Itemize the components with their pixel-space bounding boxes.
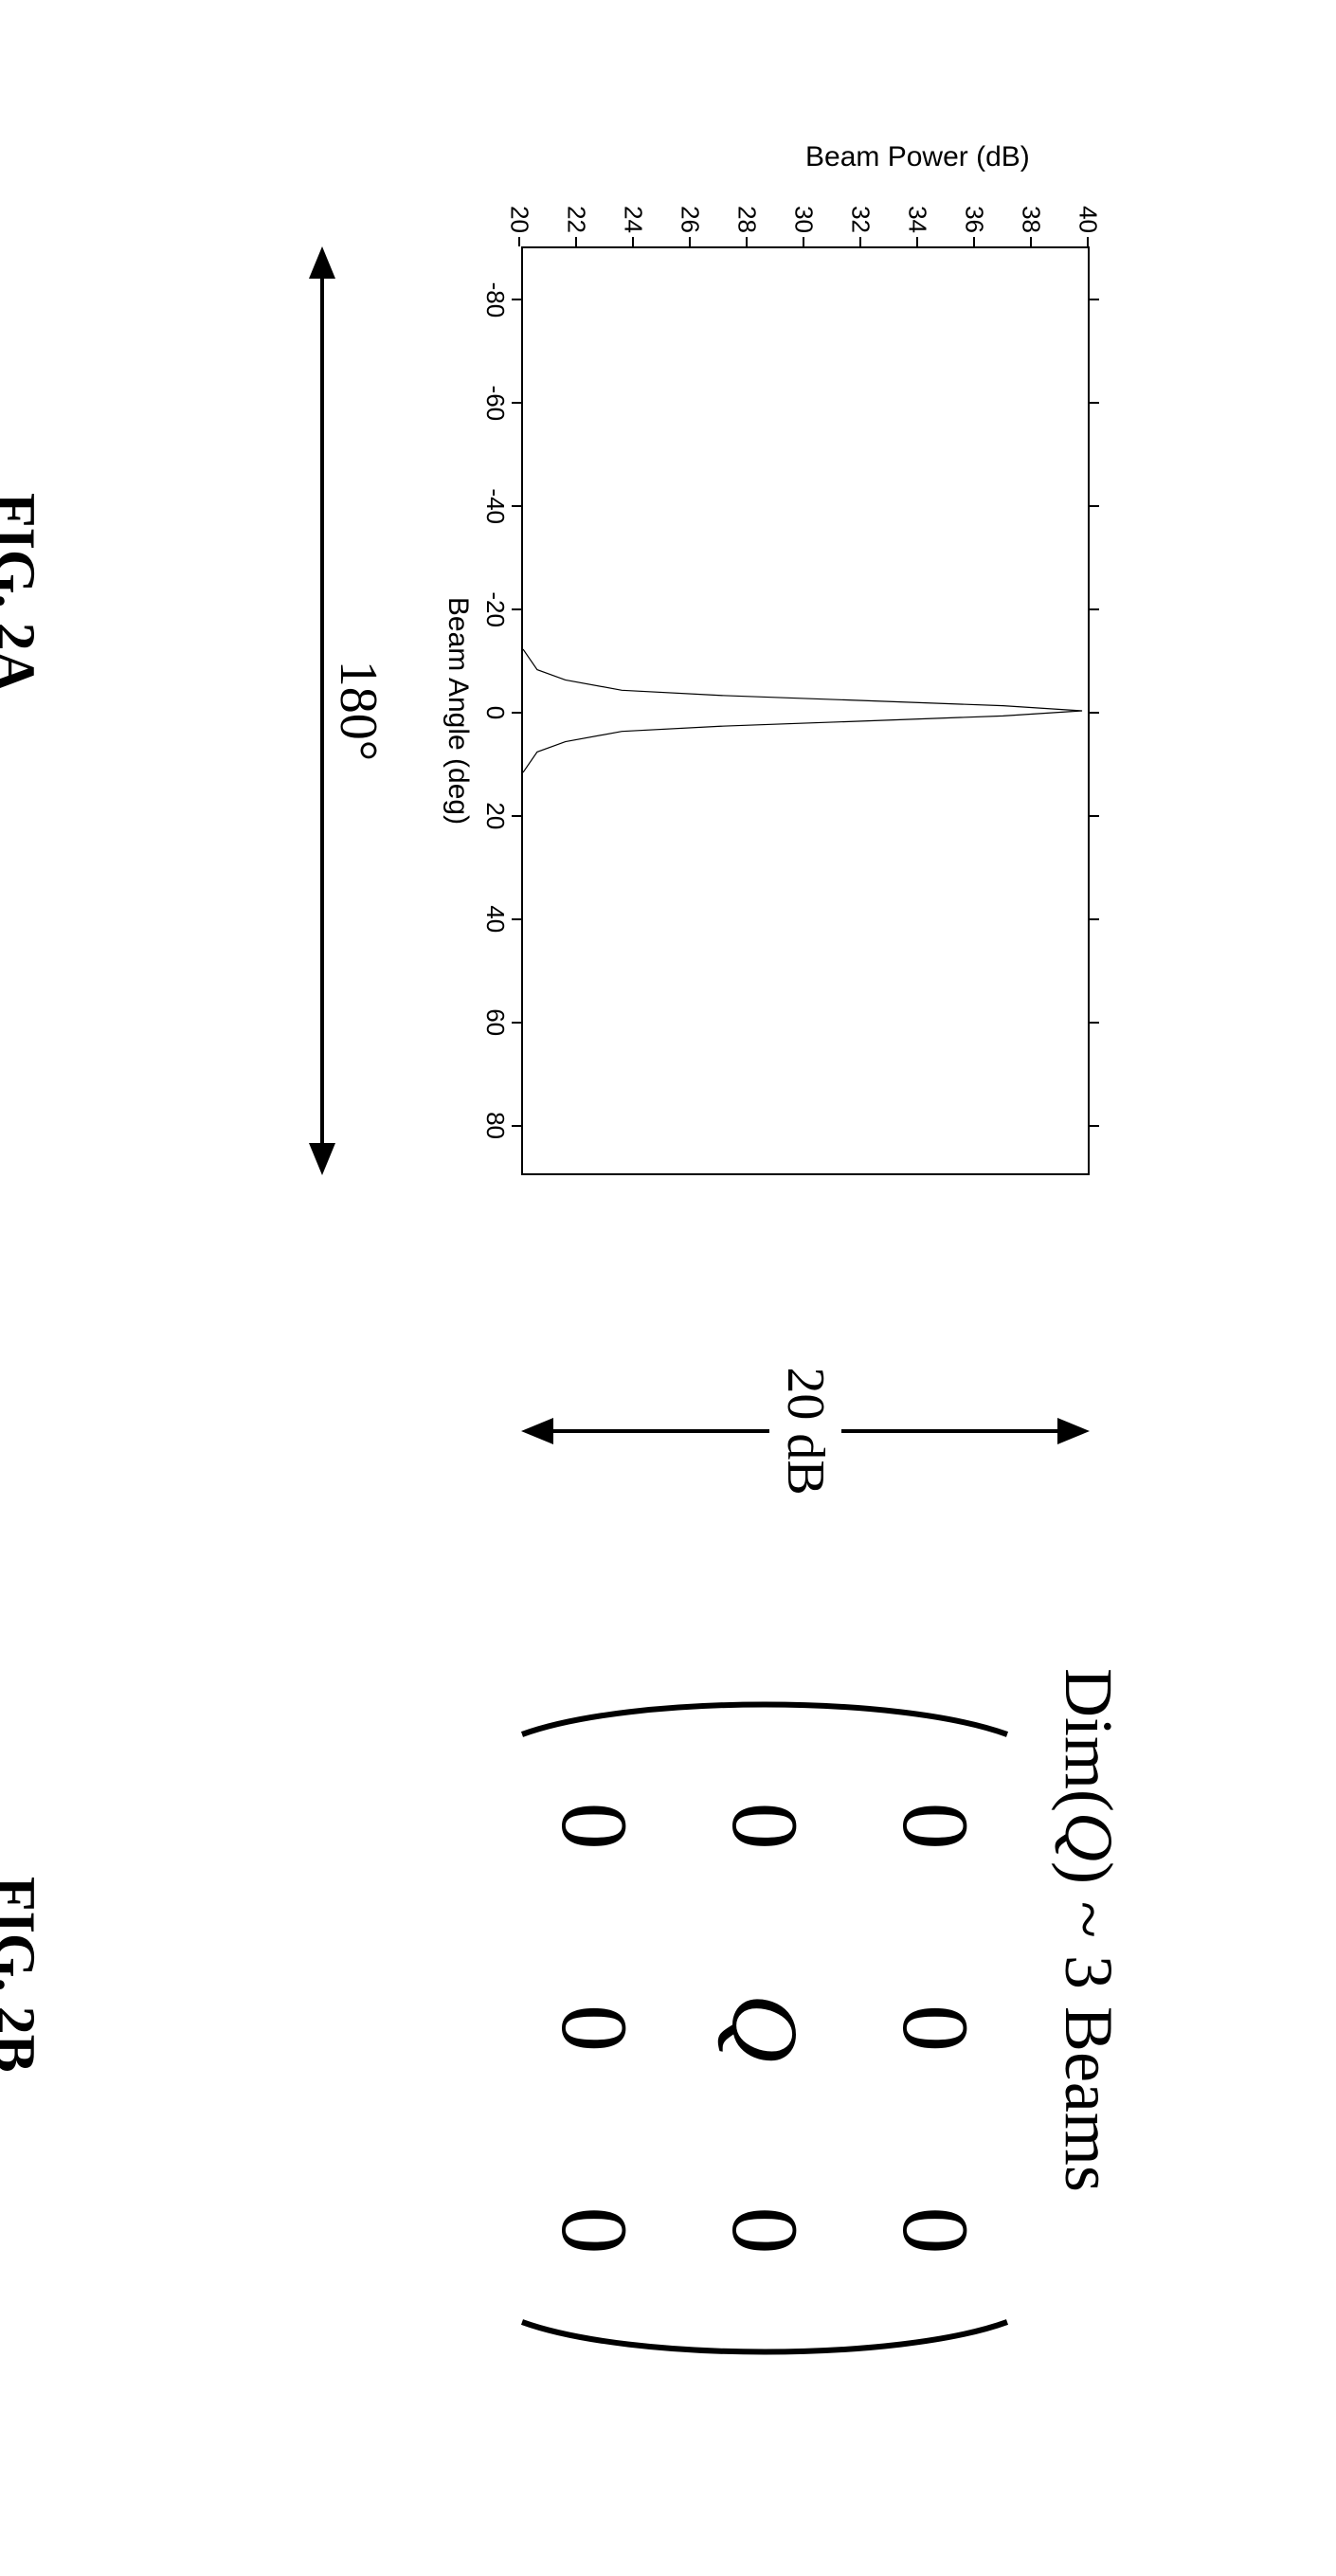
x-tick-label: 80 <box>480 1112 523 1139</box>
fig-2a: Beam Power (dB) 2022242628303234363840-8… <box>521 152 1090 1213</box>
dimq-title: Dim(Q) ~ 3 Beams <box>1049 1668 1128 2445</box>
dimq-title-dim: Dim( <box>1051 1668 1127 1812</box>
matrix-cell-q: Q <box>717 1928 812 2128</box>
y-tick <box>518 237 520 246</box>
dimq-title-q: Q <box>1051 1812 1127 1861</box>
y-tick <box>1030 237 1032 246</box>
matrix-row-2: 0 0 0 <box>547 1725 641 2331</box>
x-tick <box>1090 815 1099 817</box>
caption-fig-2b: FIG. 2B <box>0 1877 47 2073</box>
matrix-cell: 0 <box>888 2131 983 2331</box>
matrix-cell: 0 <box>547 2131 641 2331</box>
y-axis-label: Beam Power (dB) <box>805 141 1030 173</box>
y-tick <box>632 237 634 246</box>
x-tick <box>1090 1022 1099 1024</box>
x-tick <box>1090 505 1099 507</box>
y-tick <box>746 237 748 246</box>
span-arrow-label: 180° <box>328 246 388 1175</box>
matrix-row-1: 0 Q 0 <box>717 1725 812 2331</box>
x-tick-label: -80 <box>480 282 523 318</box>
matrix-cell: 0 <box>888 1726 983 1926</box>
x-axis-label: Beam Angle (deg) <box>442 246 474 1175</box>
x-tick <box>1090 712 1099 714</box>
x-tick <box>1090 1125 1099 1127</box>
x-tick <box>1090 918 1099 920</box>
y-tick <box>803 237 804 246</box>
beam-plot: 2022242628303234363840-80-60-40-20020406… <box>521 246 1090 1175</box>
y-tick <box>1087 237 1089 246</box>
caption-fig-2a: FIG. 2A <box>0 493 47 692</box>
y-tick <box>859 237 861 246</box>
x-tick-label: 0 <box>480 706 523 719</box>
db-arrow-label: 20 dB <box>769 1289 841 1573</box>
y-tick <box>689 237 691 246</box>
x-tick-label: 60 <box>480 1008 523 1036</box>
matrix-cell: 0 <box>717 1726 812 1926</box>
matrix-cell: 0 <box>547 1928 641 2128</box>
x-tick-label: -20 <box>480 591 523 627</box>
x-tick-label: -60 <box>480 386 523 422</box>
q-matrix: 0 0 0 0 Q 0 0 0 0 <box>518 1725 1011 2331</box>
db-arrow: 20 dB <box>521 1289 1090 1573</box>
y-tick <box>973 237 975 246</box>
figure-stage: Beam Power (dB) 2022242628303234363840-8… <box>0 0 1336 2576</box>
x-tick-label: 40 <box>480 905 523 933</box>
matrix-row-0: 0 0 0 <box>888 1725 983 2331</box>
x-tick <box>1090 299 1099 300</box>
x-tick <box>1090 608 1099 610</box>
y-tick <box>575 237 577 246</box>
matrix-cell: 0 <box>547 1726 641 1926</box>
matrix-cell: 0 <box>888 1928 983 2128</box>
x-tick <box>1090 402 1099 404</box>
y-tick <box>916 237 918 246</box>
figure-row: Beam Power (dB) 2022242628303234363840-8… <box>237 0 1090 2576</box>
fig-2b: Dim(Q) ~ 3 Beams 0 0 0 0 Q 0 <box>518 1668 1128 2445</box>
dimq-title-rest: ) ~ 3 Beams <box>1051 1861 1127 2192</box>
beam-curve <box>523 248 1088 1173</box>
matrix-cell: 0 <box>717 2131 812 2331</box>
x-tick-label: 20 <box>480 802 523 829</box>
x-tick-label: -40 <box>480 488 523 524</box>
